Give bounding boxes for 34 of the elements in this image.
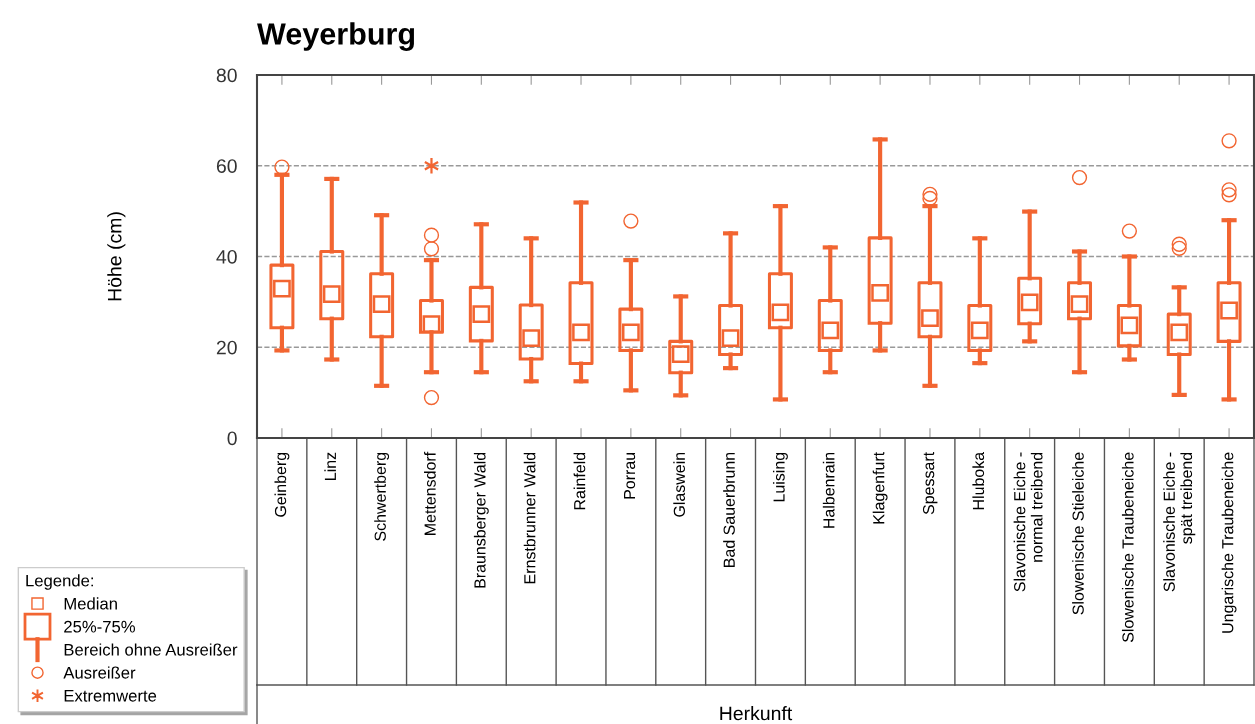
text: Ausreißer (63, 666, 136, 679)
legend-title: Legende: (26, 574, 93, 590)
chart-title: Weyerburg (257, 22, 415, 51)
x-tick-label: Porrau (624, 452, 636, 499)
text: Median (64, 597, 117, 610)
x-axis-title: Herkunft (720, 706, 793, 721)
x-tick-label: Linz (324, 452, 336, 480)
x-tick-label: Hluboka (972, 451, 985, 510)
x-tick-label: Ernstbrunner Wald (523, 452, 536, 584)
text: 25%-75% (64, 620, 136, 633)
text: Bereich ohne Ausreißer (64, 643, 238, 656)
x-tick-label: Luising (772, 452, 788, 502)
x-tick-label: Spessart (922, 452, 938, 515)
legend-label: Extremwerte (64, 690, 157, 702)
x-tick-label: Bad Sauerbrunn (723, 452, 735, 567)
x-tick-label: Slowenische Traubeneiche (1121, 452, 1134, 643)
x-tick-label: Braunsberger Wald (473, 452, 489, 588)
x-tick-label: Halbenrain (822, 452, 835, 528)
y-tick-label: 40 (216, 249, 237, 264)
y-tick-label: 0 (227, 431, 237, 446)
x-tick-label: Schwertberg (374, 452, 390, 541)
y-axis-title: Höhe (cm) (107, 212, 126, 301)
y-tick-label: 20 (216, 340, 237, 355)
y-tick-label: 60 (216, 159, 237, 173)
x-tick-label: Slavonische Eiche - normal treibend (1013, 452, 1043, 592)
x-tick-label: Geinberg (274, 452, 290, 517)
x-tick-label: Glaswein (673, 452, 686, 517)
x-tick-label: Rainfeld (573, 452, 586, 510)
x-tick-label: Ungarische Traubeneiche (1221, 452, 1237, 633)
x-tick-label: Mettensdorf (424, 451, 436, 535)
x-tick-label: Klagenfurt (872, 452, 888, 524)
y-tick-label: 80 (216, 68, 237, 83)
x-tick-label: Slowenische Stieleiche (1072, 452, 1084, 615)
x-tick-label: Slavonische Eiche - spät treibend (1163, 452, 1196, 592)
